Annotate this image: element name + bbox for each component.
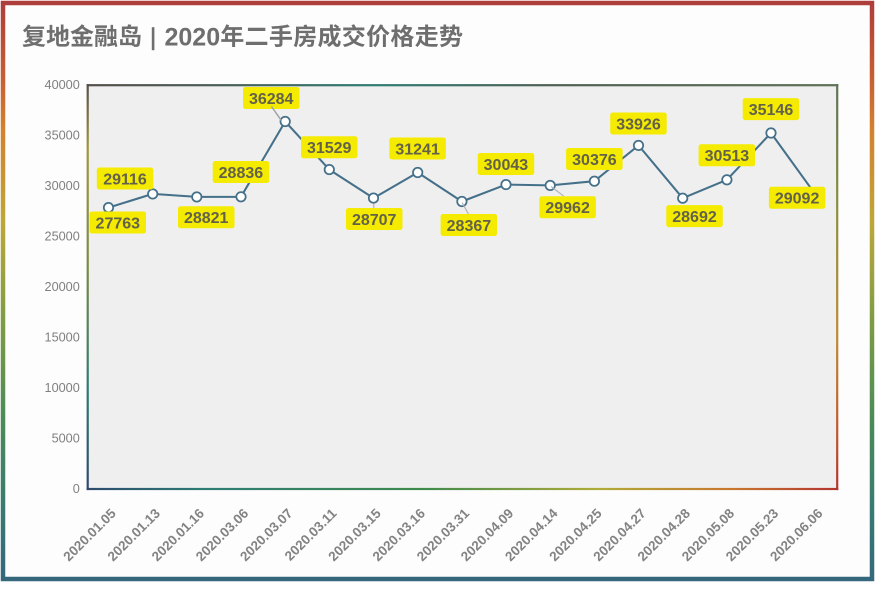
svg-text:28836: 28836 [219,165,264,182]
svg-text:5000: 5000 [52,432,80,446]
svg-text:29116: 29116 [103,171,147,188]
svg-text:28367: 28367 [447,218,492,235]
svg-text:35000: 35000 [45,128,80,142]
svg-text:30376: 30376 [572,152,617,169]
svg-text:28692: 28692 [672,209,717,226]
svg-text:33926: 33926 [616,116,661,133]
svg-text:36284: 36284 [249,91,294,108]
svg-text:29092: 29092 [775,191,820,208]
svg-text:29962: 29962 [545,200,590,217]
svg-text:28821: 28821 [184,210,229,227]
svg-text:30043: 30043 [484,157,529,174]
svg-text:35146: 35146 [749,102,794,119]
svg-text:27763: 27763 [96,215,141,232]
svg-text:30513: 30513 [705,148,750,165]
svg-text:20000: 20000 [45,280,80,294]
svg-text:28707: 28707 [352,212,397,229]
svg-text:31529: 31529 [307,140,352,157]
svg-text:0: 0 [73,482,80,496]
svg-text:30000: 30000 [45,179,80,193]
svg-text:2020: 2020 [165,23,221,51]
svg-text:31241: 31241 [395,141,440,158]
svg-text:15000: 15000 [45,330,80,344]
svg-text:25000: 25000 [45,229,80,243]
svg-text:40000: 40000 [45,78,80,92]
svg-text:10000: 10000 [45,381,80,395]
